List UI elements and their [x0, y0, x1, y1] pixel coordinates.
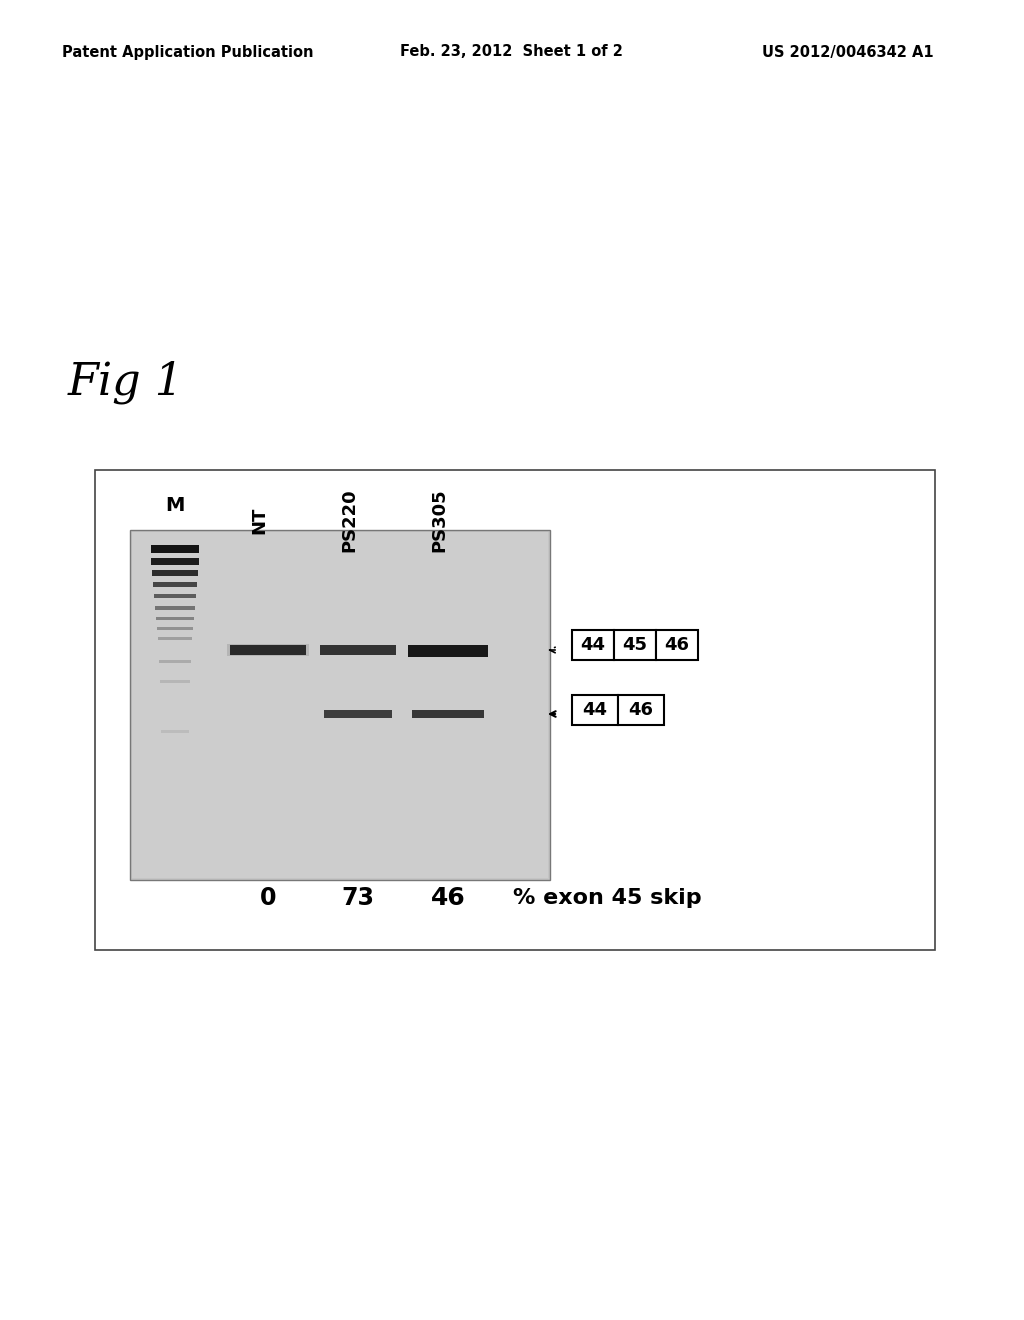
- Text: Patent Application Publication: Patent Application Publication: [62, 45, 313, 59]
- Bar: [572, 630, 614, 660]
- Bar: [227, 644, 309, 656]
- Bar: [151, 545, 199, 553]
- Text: 46: 46: [431, 886, 465, 909]
- Bar: [618, 696, 664, 725]
- Bar: [152, 570, 198, 576]
- Text: 44: 44: [583, 701, 607, 719]
- Bar: [614, 630, 656, 660]
- Bar: [572, 696, 618, 725]
- Bar: [656, 630, 698, 660]
- Text: 0: 0: [260, 886, 276, 909]
- Bar: [412, 710, 484, 718]
- Text: PS305: PS305: [430, 488, 449, 552]
- Text: 45: 45: [623, 636, 647, 653]
- Text: Fig 1: Fig 1: [68, 360, 184, 404]
- Bar: [160, 680, 190, 682]
- Text: 73: 73: [341, 886, 375, 909]
- Bar: [319, 645, 396, 655]
- Bar: [154, 594, 196, 598]
- Text: Feb. 23, 2012  Sheet 1 of 2: Feb. 23, 2012 Sheet 1 of 2: [400, 45, 623, 59]
- Text: NT: NT: [250, 507, 268, 533]
- Text: 46: 46: [629, 701, 653, 719]
- Text: 46: 46: [665, 636, 689, 653]
- Bar: [324, 710, 392, 718]
- Bar: [153, 582, 197, 587]
- Text: M: M: [165, 496, 184, 515]
- Bar: [95, 470, 935, 950]
- Text: US 2012/0046342 A1: US 2012/0046342 A1: [762, 45, 934, 59]
- Bar: [157, 627, 193, 630]
- Bar: [155, 606, 195, 610]
- Bar: [161, 730, 189, 733]
- Bar: [130, 531, 550, 880]
- Bar: [158, 638, 193, 640]
- Bar: [408, 645, 488, 657]
- Bar: [156, 616, 194, 620]
- Bar: [151, 558, 199, 565]
- Bar: [132, 532, 548, 878]
- Bar: [159, 660, 191, 663]
- Text: 44: 44: [581, 636, 605, 653]
- Text: % exon 45 skip: % exon 45 skip: [513, 888, 701, 908]
- Bar: [230, 645, 306, 655]
- Text: PS220: PS220: [340, 488, 358, 552]
